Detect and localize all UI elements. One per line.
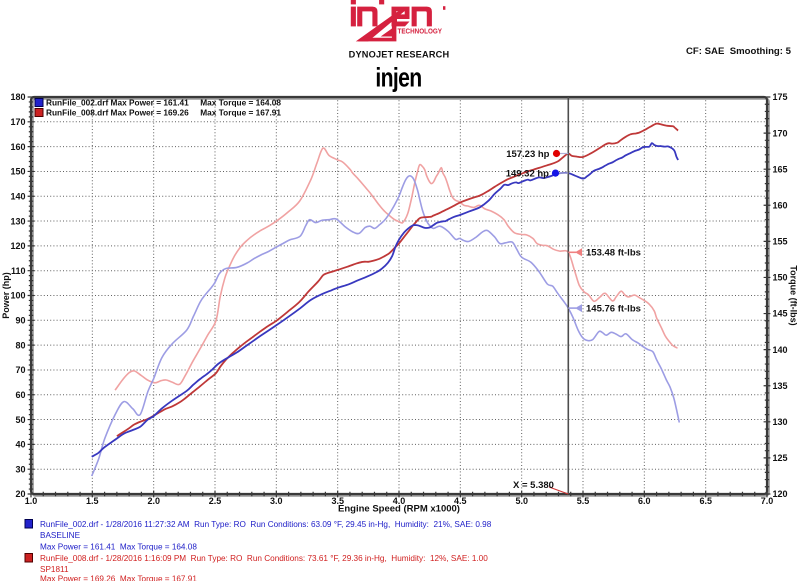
svg-text:injen: injen: [375, 63, 421, 93]
svg-text:30: 30: [15, 464, 25, 474]
svg-text:130: 130: [773, 417, 788, 427]
svg-text:155: 155: [773, 237, 788, 247]
svg-text:1.5: 1.5: [86, 496, 99, 506]
svg-text:60: 60: [15, 390, 25, 400]
svg-text:175: 175: [773, 92, 788, 102]
svg-text:150: 150: [773, 273, 788, 283]
svg-text:Engine Speed (RPM x1000): Engine Speed (RPM x1000): [338, 504, 460, 515]
svg-text:120: 120: [773, 489, 788, 499]
svg-text:40: 40: [15, 440, 25, 450]
svg-text:135: 135: [773, 381, 788, 391]
svg-text:7.0: 7.0: [761, 496, 774, 506]
svg-text:Max Power = 169.26 Max Torque: Max Power = 169.26 Max Torque = 167.91: [40, 575, 197, 581]
svg-text:140: 140: [773, 345, 788, 355]
svg-text:153.48 ft-lbs: 153.48 ft-lbs: [586, 248, 641, 259]
svg-text:70: 70: [15, 365, 25, 375]
svg-text:6.0: 6.0: [638, 496, 651, 506]
svg-text:160: 160: [10, 142, 25, 152]
svg-text:BASELINE: BASELINE: [40, 531, 81, 540]
svg-text:165: 165: [773, 164, 788, 174]
svg-text:170: 170: [10, 117, 25, 127]
svg-text:145: 145: [773, 309, 788, 319]
svg-text:20: 20: [15, 489, 25, 499]
svg-text:80: 80: [15, 340, 25, 350]
svg-text:150: 150: [10, 167, 25, 177]
svg-text:TECHNOLOGY: TECHNOLOGY: [398, 26, 443, 35]
svg-text:5.0: 5.0: [515, 496, 528, 506]
svg-text:5.5: 5.5: [577, 496, 590, 506]
svg-text:180: 180: [10, 92, 25, 102]
svg-text:110: 110: [11, 266, 26, 276]
svg-text:100: 100: [10, 291, 25, 301]
svg-text:120: 120: [10, 241, 25, 251]
svg-text:X = 5.380: X = 5.380: [513, 480, 554, 491]
svg-text:125: 125: [773, 453, 788, 463]
svg-text:1.0: 1.0: [25, 496, 38, 506]
svg-text:90: 90: [15, 316, 25, 326]
svg-text:145.76 ft-lbs: 145.76 ft-lbs: [586, 304, 641, 315]
svg-text:SP1811: SP1811: [40, 565, 69, 574]
svg-text:160: 160: [773, 201, 788, 211]
svg-text:RunFile_002.drf - 1/28/2016 11: RunFile_002.drf - 1/28/2016 11:27:32 AM …: [40, 520, 492, 529]
svg-text:RunFile_008.drf Max Power = 16: RunFile_008.drf Max Power = 169.26 Max T…: [46, 108, 281, 118]
svg-text:Power (hp): Power (hp): [1, 272, 11, 319]
svg-text:3.5: 3.5: [331, 496, 344, 506]
svg-text:4.0: 4.0: [393, 496, 406, 506]
svg-text:RunFile_008.drf - 1/28/2016 1:: RunFile_008.drf - 1/28/2016 1:16:09 PM R…: [40, 554, 488, 563]
svg-text:149.32 hp: 149.32 hp: [506, 169, 549, 180]
svg-text:50: 50: [15, 415, 25, 425]
svg-text:RunFile_002.drf Max Power = 16: RunFile_002.drf Max Power = 161.41 Max T…: [46, 98, 281, 108]
svg-text:170: 170: [773, 128, 788, 138]
svg-text:4.5: 4.5: [454, 496, 467, 506]
svg-text:Max Power = 161.41 Max Torque: Max Power = 161.41 Max Torque = 164.08: [40, 543, 197, 552]
svg-text:2.0: 2.0: [147, 496, 160, 506]
svg-text:157.23 hp: 157.23 hp: [506, 149, 549, 160]
svg-text:2.5: 2.5: [209, 496, 222, 506]
svg-text:Torque (ft-lbs): Torque (ft-lbs): [789, 265, 799, 325]
svg-text:6.5: 6.5: [699, 496, 712, 506]
svg-text:130: 130: [10, 216, 25, 226]
svg-text:140: 140: [10, 191, 25, 201]
svg-text:3.0: 3.0: [270, 496, 283, 506]
svg-text:CF: SAE Smoothing: 5: CF: SAE Smoothing: 5: [686, 46, 792, 57]
svg-text:DYNOJET RESEARCH: DYNOJET RESEARCH: [349, 50, 450, 60]
